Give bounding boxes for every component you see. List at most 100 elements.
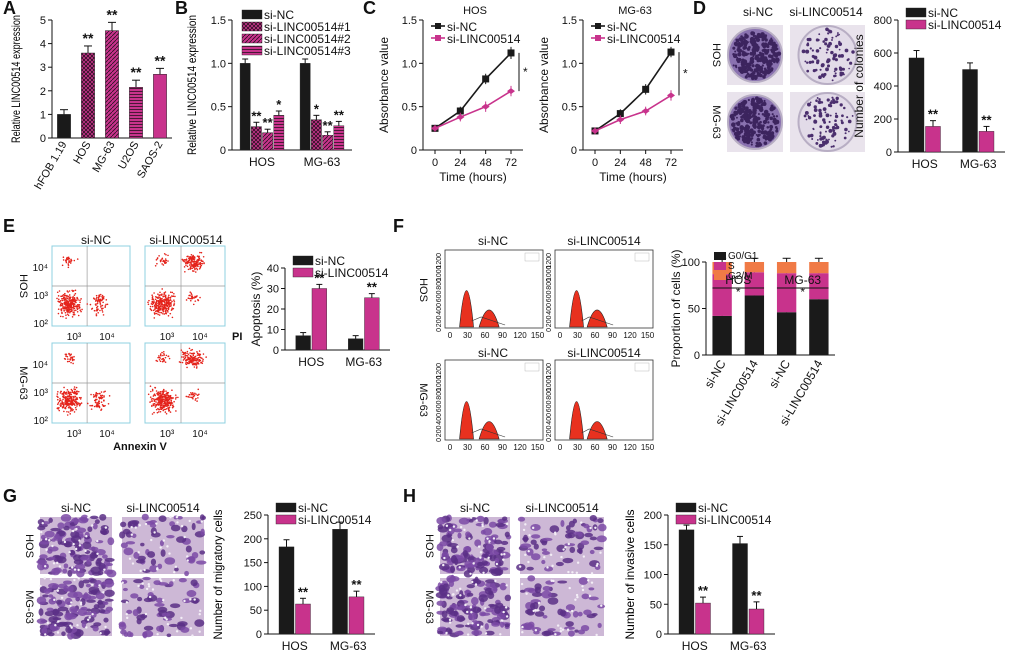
membrane-pore (198, 613, 201, 616)
D-photo-mg63-silinc (790, 92, 865, 152)
event-dot (59, 397, 61, 400)
event-dot (157, 407, 159, 410)
membrane-pore (595, 564, 599, 567)
F-xtick: 150 (531, 443, 545, 452)
colony-dot (824, 37, 828, 42)
event-dot (169, 297, 172, 299)
event-dot (150, 398, 153, 400)
colony-dot (736, 136, 741, 141)
event-dot (153, 292, 155, 294)
event-dot (61, 406, 64, 409)
cell-stain (69, 606, 78, 613)
event-dot (190, 292, 193, 295)
membrane-pore (99, 631, 102, 635)
cell-stain (137, 596, 143, 602)
D-photo-hos-sinc (727, 25, 783, 85)
membrane-pore (143, 568, 146, 572)
cell-stain (559, 609, 566, 617)
membrane-pore (85, 535, 88, 538)
event-dot (69, 308, 71, 310)
event-dot (62, 315, 64, 318)
bar (262, 132, 273, 151)
event-dot (165, 408, 168, 410)
event-dot (154, 302, 157, 304)
membrane-pore (575, 593, 579, 597)
colony-dot (739, 37, 744, 42)
membrane-pore (198, 630, 201, 633)
bar (273, 115, 285, 151)
colony-dot (812, 128, 815, 131)
event-dot (74, 406, 77, 409)
event-dot (65, 396, 68, 399)
event-dot (102, 314, 105, 316)
event-dot (154, 406, 157, 408)
event-dot (59, 303, 62, 306)
membrane-pore (487, 556, 490, 559)
colony-dot (804, 60, 807, 63)
event-dot (163, 300, 166, 303)
membrane-pore (57, 620, 60, 623)
cell-stain (119, 531, 126, 539)
event-dot (76, 296, 78, 299)
event-dot (61, 298, 63, 300)
cell-stain (143, 630, 154, 638)
membrane-pore (75, 527, 78, 531)
event-dot (189, 262, 192, 264)
cell-stain (445, 609, 454, 615)
event-dot (167, 254, 169, 257)
colony-dot (764, 49, 770, 54)
event-dot (71, 401, 74, 404)
colony-dot (811, 60, 815, 64)
H-col-label: si-LINC00514 (525, 501, 599, 515)
colony-dot (759, 98, 763, 101)
colony-dot (753, 74, 758, 80)
legend-label: si-NC (315, 254, 345, 268)
event-dot (190, 349, 192, 352)
membrane-pore (110, 596, 113, 600)
event-dot (162, 393, 165, 395)
cell-stain (96, 557, 103, 562)
D-row-label: MG-63 (710, 105, 722, 139)
y-tick-label: 100 (244, 581, 262, 593)
cell-stain (588, 596, 599, 601)
membrane-pore (590, 572, 594, 575)
event-dot (153, 300, 155, 302)
F-xtick: 30 (463, 331, 472, 340)
x-tick-label: 24 (614, 157, 626, 169)
event-dot (165, 390, 167, 392)
event-dot (62, 307, 65, 310)
event-dot (165, 395, 167, 397)
colony-dot (835, 112, 838, 115)
event-dot (68, 305, 70, 308)
F-xtick: 90 (498, 443, 507, 452)
F-hist-mg63-sinc (444, 359, 544, 441)
F-ytick-left: 400 (436, 413, 443, 425)
x-tick-label: 48 (480, 157, 492, 169)
event-dot (99, 309, 101, 312)
colony-dot (744, 138, 748, 142)
colony-dot (759, 125, 762, 128)
cell-stain (98, 609, 106, 614)
colony-dot (834, 72, 837, 75)
colony-dot (771, 106, 773, 108)
event-dot (189, 266, 192, 268)
colony-dot (756, 99, 761, 104)
cell-stain (46, 607, 54, 612)
event-dot (167, 391, 169, 394)
stacked-segment (744, 272, 765, 296)
event-dot (163, 395, 166, 398)
F-xtick: 30 (573, 443, 582, 452)
colony-dot (842, 67, 845, 71)
colony-dot (832, 145, 835, 148)
event-dot (57, 295, 60, 297)
y-tick-label: 50 (688, 304, 700, 316)
mini-legend (524, 362, 540, 372)
event-dot (171, 397, 173, 400)
cell-stain (499, 621, 505, 628)
colony-dot (748, 45, 751, 49)
cell-stain (488, 521, 497, 528)
colony-dot (767, 133, 770, 137)
event-dot (95, 314, 98, 317)
cell-stain (125, 541, 136, 545)
g2-peak (586, 309, 608, 328)
